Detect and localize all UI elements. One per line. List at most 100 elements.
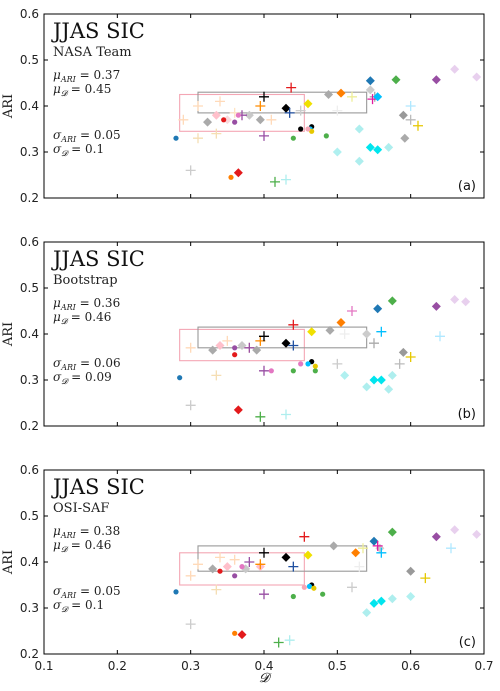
diamond-point bbox=[336, 318, 346, 327]
circle-point bbox=[305, 126, 311, 132]
circle-point bbox=[298, 126, 304, 132]
plus-point bbox=[259, 91, 269, 102]
diamond-point bbox=[373, 145, 383, 155]
circle-point bbox=[232, 345, 238, 351]
diamond-point bbox=[406, 592, 416, 601]
plus-point bbox=[185, 570, 196, 581]
diamond-point bbox=[340, 370, 350, 380]
y-tick-label: 0.2 bbox=[20, 191, 39, 205]
plus-point bbox=[405, 101, 416, 111]
mu-d-stat: μ𝓓 = 0.46 bbox=[53, 310, 111, 326]
panel-title: JJAS SIC bbox=[51, 19, 145, 43]
plus-point bbox=[211, 370, 222, 381]
sigma-ari-stat: σARI = 0.05 bbox=[53, 584, 121, 600]
plus-point bbox=[284, 107, 295, 118]
diamond-point bbox=[387, 594, 397, 604]
plus-point bbox=[259, 130, 269, 141]
diamond-point bbox=[472, 72, 482, 82]
plus-point bbox=[266, 114, 277, 125]
plus-point bbox=[244, 557, 255, 567]
x-tick-label: 0.5 bbox=[328, 659, 347, 673]
x-tick-label: 0.6 bbox=[401, 659, 420, 673]
plus-point bbox=[211, 584, 222, 595]
diamond-point bbox=[324, 90, 334, 99]
diamond-point bbox=[222, 115, 232, 125]
y-tick-label: 0.4 bbox=[20, 99, 39, 113]
diamond-point bbox=[362, 382, 372, 392]
plus-point bbox=[259, 589, 269, 600]
diamond-point bbox=[222, 562, 232, 572]
mu-ari-value: = 0.36 bbox=[80, 296, 121, 310]
mu-ari-value: = 0.37 bbox=[80, 68, 121, 82]
y-tick-label: 0.4 bbox=[20, 327, 39, 341]
plus-point bbox=[178, 114, 189, 125]
sigma-d-value: = 0.09 bbox=[71, 370, 112, 384]
diamond-point bbox=[332, 147, 342, 157]
diamond-point bbox=[237, 341, 247, 350]
panel-label: (a) bbox=[458, 179, 476, 194]
circle-point bbox=[268, 368, 274, 374]
plus-point bbox=[376, 547, 387, 558]
y-tick-label: 0.3 bbox=[20, 373, 39, 387]
sigma-ari-value: = 0.05 bbox=[80, 584, 121, 598]
diamond-point bbox=[365, 76, 375, 86]
panel-a: 0.2 0.3 0.4 0.5 0.6 JJAS SIC NASA Team μARI … bbox=[1, 7, 485, 205]
diamond-point bbox=[233, 405, 243, 415]
diamond-point bbox=[252, 345, 262, 355]
circle-point bbox=[173, 589, 179, 595]
y-axis-ticks: 0.2 0.3 0.4 0.5 0.6 bbox=[20, 463, 484, 661]
plus-point bbox=[229, 554, 240, 565]
data-points bbox=[177, 295, 471, 422]
plus-point bbox=[270, 176, 280, 187]
plus-point bbox=[284, 635, 295, 646]
plus-point bbox=[354, 561, 365, 572]
y-tick-label: 0.2 bbox=[20, 419, 39, 433]
circle-point bbox=[173, 135, 179, 141]
diamond-point bbox=[351, 548, 361, 558]
plus-point bbox=[255, 101, 266, 111]
diamond-point bbox=[329, 541, 339, 551]
diamond-point bbox=[369, 375, 379, 385]
diamond-point bbox=[336, 88, 346, 98]
panel-subtitle: OSI-SAF bbox=[53, 501, 109, 516]
diamond-point bbox=[450, 525, 460, 535]
diamond-point bbox=[362, 329, 372, 339]
diamond-point bbox=[307, 327, 317, 337]
y-tick-label: 0.6 bbox=[20, 463, 39, 477]
plus-point bbox=[193, 101, 203, 111]
diamond-point bbox=[450, 64, 460, 74]
plus-point bbox=[193, 559, 203, 570]
diamond-point bbox=[303, 550, 313, 560]
diamond-point bbox=[303, 99, 313, 109]
plus-point bbox=[347, 306, 357, 316]
diamond-point bbox=[244, 110, 254, 120]
mu-ari-stat: μARI = 0.38 bbox=[53, 524, 120, 540]
diamond-point bbox=[281, 552, 291, 562]
diamond-point bbox=[369, 598, 379, 608]
panel-title: JJAS SIC bbox=[51, 475, 145, 499]
plus-point bbox=[185, 165, 196, 176]
diamond-point bbox=[325, 325, 335, 335]
range-boxes bbox=[179, 326, 368, 362]
diamond-point bbox=[354, 124, 364, 134]
diamond-point bbox=[387, 296, 397, 306]
plus-point bbox=[288, 561, 299, 572]
plus-point bbox=[273, 637, 284, 648]
x-tick-label: 0.3 bbox=[181, 659, 200, 673]
diamond-point bbox=[365, 142, 375, 152]
y-tick-label: 0.5 bbox=[20, 53, 39, 67]
sigma-d-stat: σ𝓓 = 0.1 bbox=[53, 142, 104, 158]
circle-point bbox=[312, 368, 318, 374]
plus-point bbox=[259, 331, 269, 342]
diamond-point bbox=[373, 92, 383, 102]
y-tick-label: 0.4 bbox=[20, 555, 39, 569]
plus-point bbox=[211, 128, 222, 139]
plus-point bbox=[259, 365, 269, 376]
plus-point bbox=[420, 573, 431, 584]
plus-point bbox=[259, 547, 269, 558]
plus-point bbox=[372, 540, 383, 551]
circle-point bbox=[290, 135, 296, 141]
sigma-d-value: = 0.1 bbox=[71, 142, 104, 156]
y-tick-label: 0.3 bbox=[20, 145, 39, 159]
diamond-point bbox=[281, 103, 291, 113]
